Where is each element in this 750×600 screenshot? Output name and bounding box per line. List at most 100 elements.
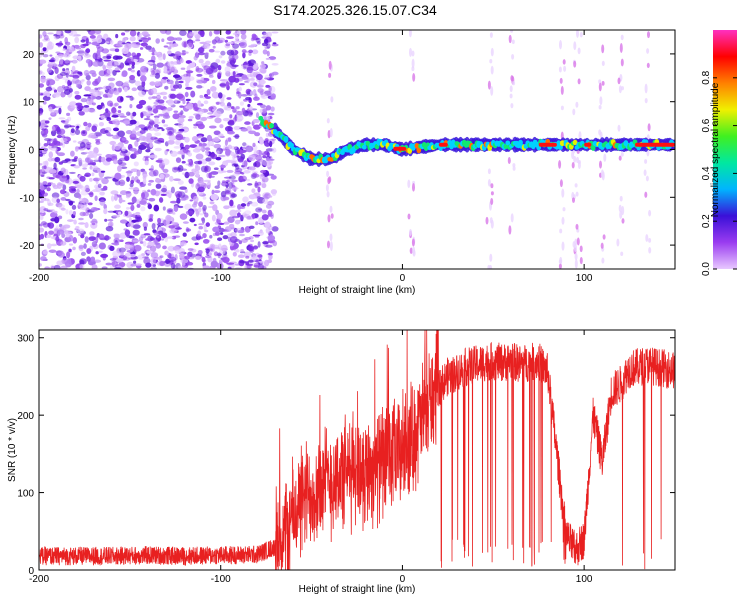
streak-speckle (409, 247, 413, 254)
ridge-mark (572, 139, 578, 146)
noise-blob (133, 150, 140, 155)
noise-blob (252, 64, 259, 71)
noise-blob (170, 88, 177, 92)
noise-blob (251, 188, 256, 193)
noise-blob (198, 213, 205, 216)
noise-blob (90, 220, 98, 224)
noise-blob (250, 239, 255, 243)
noise-blob (59, 71, 67, 77)
noise-blob (234, 219, 241, 225)
streak-speckle (329, 241, 333, 252)
streak-speckle (490, 191, 494, 196)
noise-blob (77, 71, 83, 75)
noise-blob (196, 86, 205, 89)
noise-blob (234, 34, 239, 41)
noise-blob (130, 69, 135, 73)
noise-blob (212, 204, 218, 212)
noise-blob (77, 105, 84, 110)
noise-blob (220, 50, 226, 56)
noise-blob (253, 96, 260, 101)
spectrogram-ridge-layer (258, 115, 675, 167)
noise-blob (131, 87, 138, 92)
noise-blob (232, 70, 236, 77)
noise-blob (78, 55, 82, 62)
noise-blob (134, 176, 139, 183)
streak-speckle (617, 124, 621, 132)
noise-blob (196, 73, 203, 77)
noise-blob (212, 244, 220, 249)
noise-blob (74, 79, 82, 86)
noise-blob (73, 157, 78, 162)
streak-speckle (490, 47, 494, 57)
noise-blob (242, 196, 249, 203)
noise-blob (268, 56, 276, 60)
noise-blob (255, 73, 263, 81)
y-tick-label: 10 (23, 98, 35, 109)
noise-blob (149, 154, 158, 159)
noise-blob (205, 152, 210, 156)
streak-speckle (644, 83, 648, 94)
noise-blob (217, 227, 225, 233)
noise-blob (72, 74, 80, 79)
noise-blob (132, 224, 141, 229)
noise-blob (263, 32, 269, 38)
noise-blob (265, 57, 271, 60)
noise-blob (56, 134, 63, 139)
noise-blob (129, 147, 137, 152)
noise-blob (92, 80, 99, 86)
noise-blob (107, 77, 116, 82)
noise-blob (131, 61, 136, 67)
noise-blob (231, 64, 239, 67)
noise-blob (256, 41, 261, 45)
streak-speckle (563, 65, 567, 72)
x-tick-label: -100 (211, 574, 231, 585)
noise-blob (42, 181, 48, 185)
colorbar-tick-label: 0.8 (701, 70, 712, 84)
noise-blob (48, 85, 52, 90)
noise-blob (142, 240, 147, 247)
noise-blob (54, 216, 60, 224)
noise-blob (217, 72, 222, 80)
noise-blob (270, 93, 276, 99)
noise-blob (198, 223, 205, 226)
noise-blob (265, 227, 271, 234)
noise-blob (84, 151, 90, 154)
noise-blob (148, 119, 155, 126)
noise-blob (227, 126, 232, 131)
noise-blob (153, 101, 159, 105)
noise-blob (201, 143, 207, 147)
noise-blob (39, 71, 45, 76)
noise-blob (136, 179, 141, 184)
noise-blob (104, 129, 109, 133)
noise-blob (91, 102, 96, 106)
streak-speckle (561, 241, 565, 251)
noise-blob (133, 244, 142, 252)
noise-blob (218, 92, 223, 99)
noise-blob (165, 126, 174, 131)
x-tick-label: 0 (400, 574, 406, 585)
noise-blob (39, 234, 42, 241)
colorbar-tick-label: 0.6 (701, 118, 712, 132)
noise-blob (72, 180, 80, 184)
streak-speckle (490, 183, 494, 189)
noise-blob (39, 111, 43, 116)
noise-blob (100, 156, 106, 163)
noise-blob (271, 190, 277, 196)
noise-blob (177, 117, 185, 123)
noise-blob (113, 90, 120, 96)
noise-blob (115, 33, 119, 39)
noise-blob (253, 245, 259, 249)
noise-blob (202, 233, 207, 239)
noise-blob (186, 228, 192, 232)
noise-blob (175, 37, 183, 41)
noise-blob (248, 166, 256, 171)
noise-blob (211, 39, 217, 45)
noise-blob (218, 39, 223, 44)
noise-blob (264, 77, 268, 80)
noise-blob (77, 193, 82, 199)
noise-blob (77, 157, 83, 163)
noise-blob (228, 223, 235, 228)
noise-blob (214, 117, 222, 124)
noise-blob (183, 128, 190, 132)
noise-blob (150, 188, 157, 196)
